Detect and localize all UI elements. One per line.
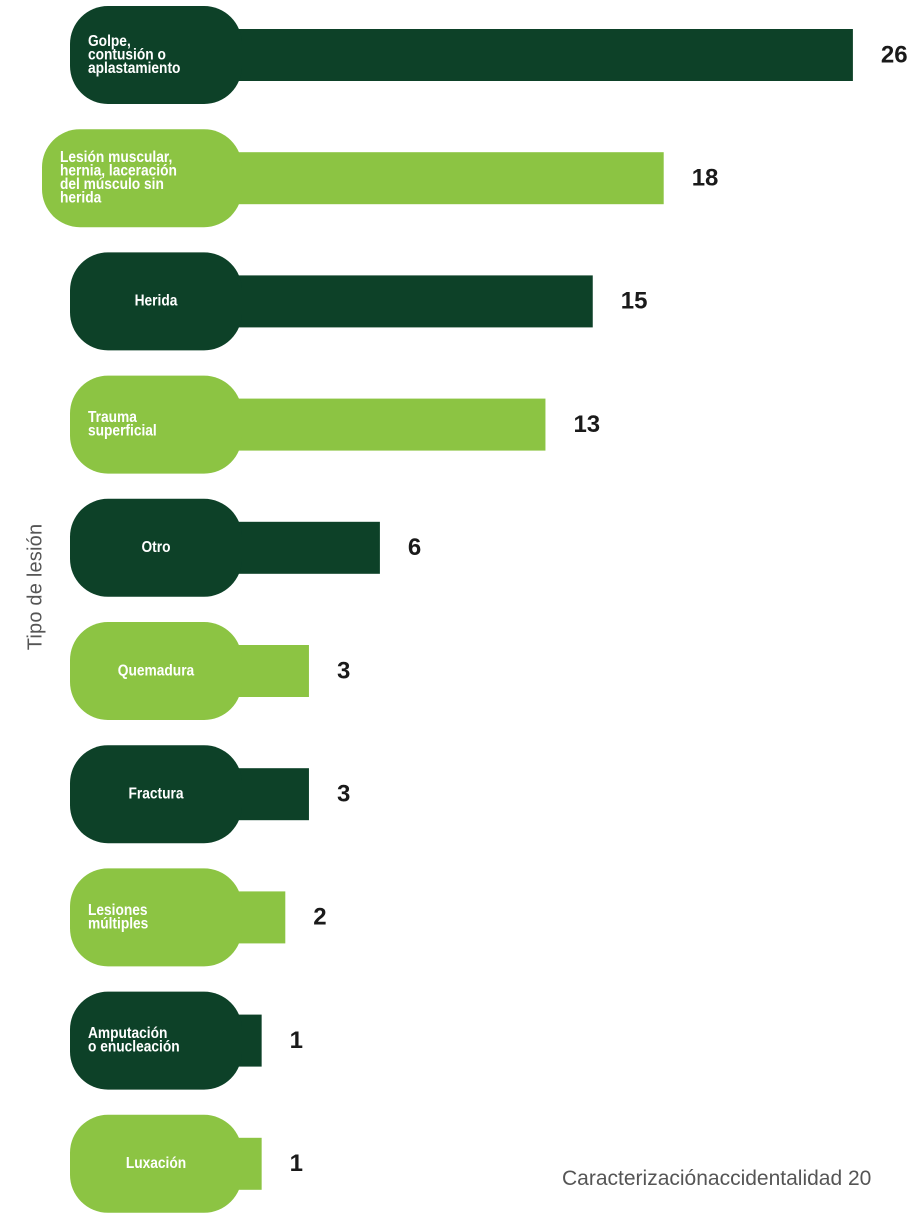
category-pill (42, 129, 242, 228)
category-pill (70, 991, 242, 1090)
category-pill (70, 375, 242, 474)
category-label-line: herida (60, 189, 102, 207)
bar-row: Herida 15 (70, 252, 648, 351)
category-label-line: Golpe, (88, 32, 131, 50)
bar-row: Luxación 1 (70, 1114, 303, 1213)
category-label-line: del músculo sin (60, 175, 164, 193)
category-pill (70, 1114, 242, 1213)
category-label-line: Quemadura (118, 661, 195, 679)
bar-row: Quemadura 3 (70, 622, 350, 720)
value-label: 6 (408, 534, 421, 561)
category-label-line: Trauma (88, 408, 138, 426)
value-label: 2 (313, 904, 326, 931)
category-label-line: o enucleación (88, 1038, 180, 1056)
bar (238, 1137, 262, 1190)
bar (238, 152, 664, 205)
bar (238, 521, 380, 574)
category-label: Otro (141, 538, 170, 556)
bar (238, 645, 309, 697)
value-label: 3 (337, 781, 350, 808)
category-label-line: contusión o (88, 45, 166, 63)
category-label-line: Amputación (88, 1024, 167, 1042)
y-axis-label: Tipo de lesión (24, 523, 47, 651)
value-label: 15 (621, 288, 648, 315)
category-label-line: Lesiones (88, 901, 148, 919)
value-label: 1 (290, 1150, 303, 1177)
category-label-line: hernia, laceración (60, 162, 177, 180)
value-label: 18 (692, 165, 719, 192)
source-footnote: Caracterizaciónaccidentalidad 20 (562, 1167, 872, 1190)
category-pill (70, 745, 242, 844)
value-label: 3 (337, 657, 350, 684)
category-label-line: Otro (141, 538, 170, 556)
bar (238, 275, 593, 328)
category-label: Lesión muscular, hernia, laceración del mú… (60, 148, 177, 207)
bar-row: Golpe, contusión o aplastamiento 26 (70, 6, 908, 104)
bar-row: Lesión muscular, hernia, laceración del mú… (42, 129, 719, 228)
category-label-line: Fractura (128, 784, 184, 802)
category-label: Fractura (128, 784, 184, 802)
category-label-line: múltiples (88, 914, 148, 932)
bar (238, 891, 286, 944)
bar (238, 398, 546, 451)
category-pill (70, 6, 242, 104)
category-label-line: Luxación (126, 1154, 186, 1172)
bar (238, 29, 853, 81)
category-label: Golpe, contusión o aplastamiento (88, 32, 180, 77)
value-label: 26 (881, 41, 908, 68)
bar-row: Otro 6 (70, 498, 421, 597)
category-label: Herida (135, 292, 178, 310)
category-label: Amputación o enucleación (88, 1024, 180, 1056)
category-label-line: Herida (135, 292, 178, 310)
category-label-line: aplastamiento (88, 59, 180, 77)
category-label-line: superficial (88, 422, 157, 440)
category-label: Trauma superficial (88, 408, 157, 440)
bar-row: Trauma superficial 13 (70, 375, 600, 474)
bar-row: Lesiones múltiples 2 (70, 868, 327, 967)
bar-row: Fractura 3 (70, 745, 350, 844)
category-pill (70, 498, 242, 597)
bar (238, 768, 309, 821)
value-label: 13 (573, 411, 600, 438)
value-label: 1 (290, 1027, 303, 1054)
bar (238, 1014, 262, 1067)
category-pill (70, 252, 242, 351)
category-label: Lesiones múltiples (88, 901, 148, 933)
category-pill (70, 868, 242, 967)
bar-row: Amputación o enucleación 1 (70, 991, 303, 1090)
category-label-line: Lesión muscular, (60, 148, 172, 166)
category-pill (70, 622, 242, 720)
category-label: Luxación (126, 1154, 186, 1172)
category-label: Quemadura (118, 661, 195, 679)
